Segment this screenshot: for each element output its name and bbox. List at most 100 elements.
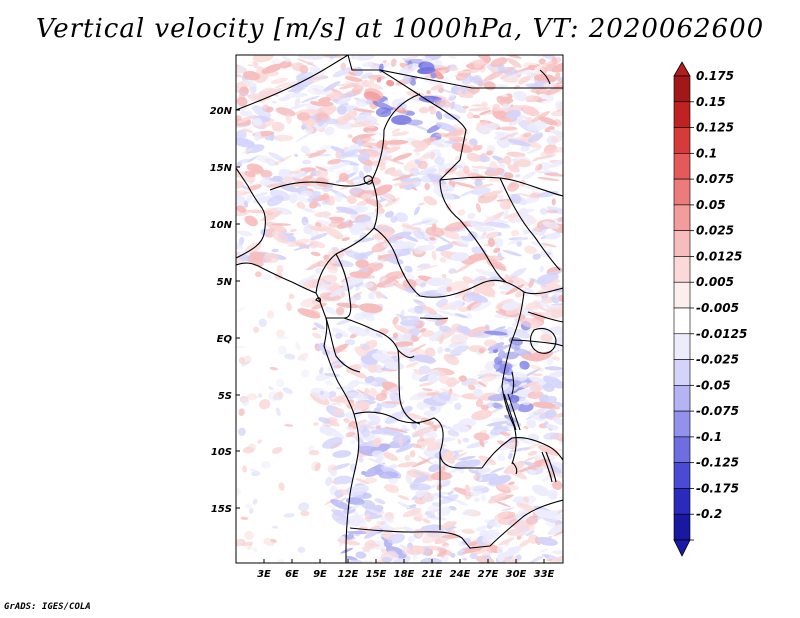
field-speckle xyxy=(354,66,364,77)
field-speckle xyxy=(397,461,418,468)
field-speckle xyxy=(543,432,560,440)
field-speckle xyxy=(537,176,560,182)
field-speckle xyxy=(340,547,354,554)
field-speckle xyxy=(383,452,398,461)
field-speckle xyxy=(518,75,531,85)
colorbar-label: 0.1 xyxy=(696,146,717,160)
field-speckle xyxy=(479,109,492,116)
colorbar-label: 0.005 xyxy=(696,275,734,289)
field-speckle xyxy=(521,291,534,297)
field-speckle xyxy=(333,475,354,485)
field-speckle xyxy=(321,200,330,205)
field-speckle xyxy=(532,157,541,162)
field-speckle xyxy=(253,131,262,141)
lat-tick-label: EQ xyxy=(217,334,233,345)
field-speckle xyxy=(398,437,403,447)
field-speckle xyxy=(242,465,247,473)
field-speckle xyxy=(351,55,357,60)
colorbar-bottom-arrow xyxy=(673,539,691,557)
field-speckle xyxy=(419,106,429,114)
field-speckle xyxy=(251,105,272,119)
field-speckle xyxy=(473,497,480,503)
field-speckle xyxy=(391,555,411,563)
field-speckle xyxy=(487,237,495,248)
field-speckle xyxy=(237,427,246,436)
field-speckle xyxy=(331,247,339,251)
field-speckle xyxy=(511,229,520,237)
field-speckle xyxy=(381,556,392,563)
field-speckle xyxy=(359,343,370,350)
field-speckle xyxy=(522,171,536,180)
field-speckle xyxy=(439,450,454,461)
grads-credit: GrADS: IGES/COLA xyxy=(4,602,91,612)
field-speckle xyxy=(409,334,420,343)
field-speckle xyxy=(386,256,404,265)
field-speckle xyxy=(375,291,383,300)
field-speckle xyxy=(508,116,524,126)
field-speckle xyxy=(264,207,278,213)
field-speckle xyxy=(507,521,512,526)
field-speckle xyxy=(302,159,312,165)
field-speckle xyxy=(236,96,248,107)
field-speckle xyxy=(498,537,515,546)
lake-mweru xyxy=(511,461,518,475)
field-speckle xyxy=(503,209,509,219)
field-speckle xyxy=(324,372,341,378)
field-speckle xyxy=(421,330,434,338)
field-speckle xyxy=(331,327,349,338)
field-speckle xyxy=(414,159,421,165)
field-speckle xyxy=(429,108,437,115)
field-speckle xyxy=(545,304,561,308)
field-speckle xyxy=(236,90,251,97)
field-speckle xyxy=(429,236,436,241)
colorbar-label: 0.025 xyxy=(696,224,734,238)
field-speckle xyxy=(523,196,540,204)
field-speckle xyxy=(348,71,358,76)
field-speckle xyxy=(519,539,531,547)
field-speckle xyxy=(444,347,451,352)
colorbar-swatch xyxy=(673,204,691,231)
field-speckle xyxy=(389,170,403,177)
field-speckle xyxy=(413,206,421,216)
field-speckle xyxy=(254,192,268,198)
colorbar-swatch xyxy=(673,359,691,386)
field-speckle xyxy=(321,166,335,173)
field-speckle xyxy=(244,530,254,540)
field-speckle xyxy=(258,318,267,328)
field-speckle xyxy=(324,306,337,315)
field-speckle xyxy=(518,398,531,406)
field-speckle xyxy=(483,554,492,562)
field-speckle xyxy=(494,511,510,520)
lat-tick-label: 20N xyxy=(210,106,233,117)
field-speckle xyxy=(372,101,394,111)
field-speckle xyxy=(236,190,249,197)
field-speckle xyxy=(247,64,258,67)
lake-malawi xyxy=(541,451,557,483)
field-speckle xyxy=(341,237,351,242)
field-speckle xyxy=(503,211,522,219)
field-speckle xyxy=(420,282,427,288)
field-speckle xyxy=(288,169,305,175)
field-speckle xyxy=(358,456,364,463)
colorbar-label: -0.075 xyxy=(696,404,739,418)
field-speckle xyxy=(287,238,310,247)
field-speckle xyxy=(439,465,446,473)
field-speckle xyxy=(474,178,483,188)
field-speckle xyxy=(360,72,373,79)
lon-tick-label: 15E xyxy=(366,569,387,580)
field-speckle xyxy=(509,469,528,480)
field-speckle xyxy=(503,66,517,74)
field-speckle xyxy=(497,552,505,562)
field-speckle xyxy=(422,518,431,524)
field-speckle xyxy=(413,299,427,307)
field-speckle xyxy=(425,392,440,396)
field-speckle xyxy=(314,101,334,107)
field-speckle xyxy=(319,428,332,437)
field-speckle xyxy=(362,282,374,289)
field-speckle xyxy=(406,119,424,126)
field-speckle xyxy=(429,151,435,160)
field-speckle xyxy=(268,386,274,390)
field-speckle xyxy=(363,163,373,173)
field-speckle xyxy=(462,557,468,561)
colorbar-label: -0.025 xyxy=(696,353,739,367)
